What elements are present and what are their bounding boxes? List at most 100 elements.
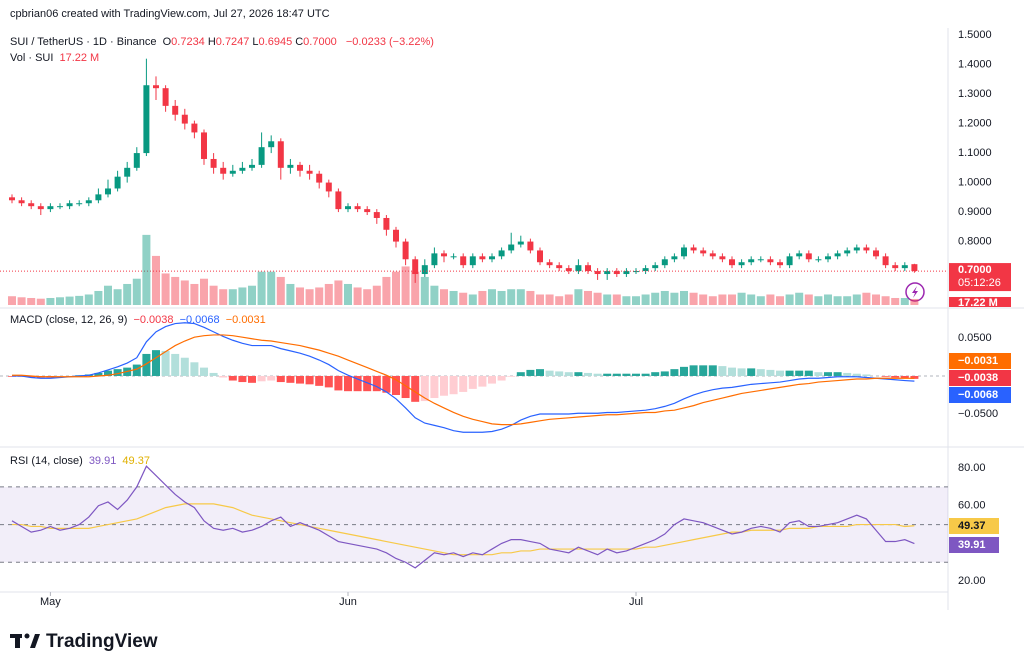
rsi-badge <box>949 537 999 553</box>
volume-bar <box>401 266 410 305</box>
macd-histogram-bar <box>622 373 631 376</box>
macd-histogram-bar <box>296 375 304 384</box>
change: −0.0233 (−3.22%) <box>345 36 434 48</box>
y-tick-label: 0.0500 <box>958 332 992 344</box>
macd-histogram-bar <box>564 372 573 376</box>
volume-bar <box>382 276 391 305</box>
rsi-value: 39.91 <box>88 455 117 467</box>
volume-bar <box>94 290 103 305</box>
candle-body <box>249 164 255 168</box>
volume-bar <box>56 297 64 305</box>
macd-histogram-bar <box>632 373 640 376</box>
candle-body <box>517 241 524 245</box>
candle-body <box>556 265 563 269</box>
y-tick-label: 0.8000 <box>958 235 992 247</box>
macd-histogram-bar <box>545 370 554 376</box>
volume-bar <box>833 296 842 305</box>
macd-histogram-bar <box>708 365 717 376</box>
candle-body <box>325 182 332 192</box>
volume-bar <box>238 287 247 305</box>
macd-histogram-bar <box>785 370 794 376</box>
rsi-line <box>11 465 915 569</box>
candle-body <box>460 256 467 266</box>
volume-bar <box>305 289 314 305</box>
macd-histogram-bar <box>612 373 621 376</box>
volume-bar <box>776 296 784 305</box>
macd-histogram-bar <box>862 374 871 376</box>
ohlc-key: L <box>252 36 259 48</box>
macd-histogram-bar <box>660 371 669 376</box>
volume-bar <box>315 287 324 305</box>
macd-histogram-bar <box>459 375 468 392</box>
volume-bar <box>296 287 304 305</box>
volume-bar <box>699 294 708 305</box>
macd-histogram-bar <box>324 375 333 388</box>
rsi-ma-value: 49.37 <box>122 455 150 467</box>
candle-body <box>882 256 889 266</box>
y-tick-label: 20.00 <box>958 575 986 587</box>
macd-line <box>12 322 915 433</box>
macd-histogram-bar <box>536 369 544 376</box>
volume-bar <box>104 285 112 305</box>
macd-legend: MACD (close, 12, 26, 9) −0.0038 −0.0068 … <box>10 314 269 326</box>
macd-histogram-bar <box>353 375 362 392</box>
volume-bar <box>113 289 122 305</box>
volume-bar <box>430 285 439 305</box>
candle-body <box>18 200 25 204</box>
candle-body <box>258 147 265 165</box>
logo-text: TradingView <box>46 631 158 652</box>
candle-body <box>201 132 207 159</box>
volume-bar <box>814 296 823 305</box>
volume-bar <box>660 290 669 305</box>
macd-histogram-bar <box>824 372 832 376</box>
candle-body <box>508 244 515 251</box>
macd-histogram-bar <box>344 375 352 392</box>
macd-histogram-bar <box>228 375 237 381</box>
candle-body <box>815 259 822 261</box>
candle-body <box>853 247 860 251</box>
candle-body <box>181 114 188 124</box>
candle-body <box>345 206 351 210</box>
volume-bar <box>680 290 688 305</box>
volume-bar <box>17 297 26 305</box>
macd-histogram-bar <box>401 375 410 399</box>
volume-bar <box>132 278 141 305</box>
y-tick-label: 1.0000 <box>958 176 992 188</box>
y-tick-label: 1.1000 <box>958 147 992 159</box>
candle-body <box>133 153 140 168</box>
candle-body <box>9 197 15 201</box>
macd-histogram-bar <box>152 350 160 376</box>
volume-bar <box>564 294 573 305</box>
ohlc-value: 0.7000 <box>303 36 337 48</box>
candle-body <box>489 256 495 260</box>
volume-bar <box>411 271 420 305</box>
candle-body <box>66 203 73 207</box>
candle-body <box>421 265 428 275</box>
candle-body <box>805 253 812 260</box>
volume-bar <box>862 292 871 305</box>
volume-bar <box>555 296 564 305</box>
macd-histogram-bar <box>440 375 448 396</box>
candle-body <box>796 253 803 257</box>
volume-bar <box>584 290 592 305</box>
candle-body <box>892 265 899 269</box>
macd-histogram-bar <box>372 375 381 392</box>
macd-hist-value: −0.0038 <box>133 314 174 326</box>
volume-bar <box>372 285 381 305</box>
candle-body <box>681 247 687 257</box>
volume-bar <box>324 283 333 305</box>
volume-bar <box>708 296 717 305</box>
candle-body <box>95 194 102 201</box>
candle-body <box>393 229 399 242</box>
macd-histogram-bar <box>641 373 650 376</box>
volume-bar <box>420 276 429 305</box>
volume-bar <box>267 271 276 305</box>
macd-histogram-bar <box>132 364 141 376</box>
macd-histogram-bar <box>27 375 36 378</box>
macd-histogram-bar <box>497 375 506 381</box>
volume-bar <box>248 285 256 305</box>
volume-bar <box>27 297 36 305</box>
ohlc: O0.7234 H0.7247 L0.6945 C0.7000 <box>163 36 340 48</box>
volume-bar <box>747 294 756 305</box>
logo-icon <box>10 633 40 648</box>
